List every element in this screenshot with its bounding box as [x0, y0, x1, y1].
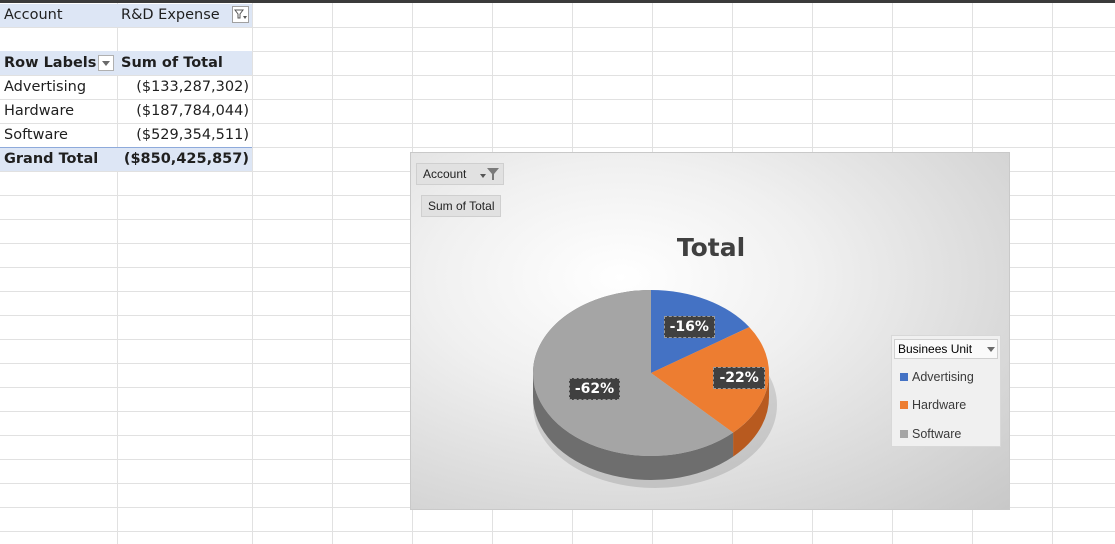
top-border	[0, 0, 1115, 3]
legend-label: Software	[912, 427, 962, 441]
filter-field-label: Account	[4, 7, 63, 23]
row-label-advertising[interactable]: Advertising	[4, 79, 87, 95]
sum-of-total-header: Sum of Total	[121, 55, 223, 71]
data-label-advertising[interactable]: -16%	[663, 315, 715, 338]
row-label-hardware[interactable]: Hardware	[4, 103, 75, 119]
pie-slice-hardware[interactable]	[651, 327, 769, 433]
data-label-hardware[interactable]: -22%	[713, 367, 765, 390]
grand-total-divider	[0, 147, 252, 148]
grand-total-band	[0, 147, 252, 171]
row-value-hardware[interactable]: ($187,784,044)	[136, 103, 249, 119]
chevron-down-icon	[102, 61, 110, 66]
legend-label: Hardware	[912, 398, 967, 412]
pie-plot	[533, 290, 777, 488]
pie-slice-software[interactable]	[533, 290, 734, 456]
legend-title-text: Businees Unit	[898, 342, 973, 356]
filter-icon	[234, 9, 247, 19]
data-label-software[interactable]: -62%	[568, 378, 621, 401]
legend-swatch	[900, 430, 908, 438]
legend-swatch	[900, 373, 908, 381]
chevron-down-icon	[987, 347, 995, 352]
row-value-software[interactable]: ($529,354,511)	[136, 127, 249, 143]
row-value-advertising[interactable]: ($133,287,302)	[136, 79, 249, 95]
filter-icon	[480, 168, 499, 180]
pie-side-hardware	[733, 373, 769, 457]
chart-filter-label: Account	[423, 167, 467, 181]
report-filter-button[interactable]	[232, 6, 249, 23]
pie-side-software	[533, 373, 734, 480]
pivot-header-band	[0, 51, 252, 75]
chart-legend[interactable]: Businees Unit Advertising Hardware Softw…	[891, 335, 1001, 447]
filter-field-value[interactable]: R&D Expense	[121, 7, 220, 23]
legend-item-software[interactable]: Software	[900, 426, 961, 442]
legend-label: Advertising	[912, 370, 974, 384]
legend-item-advertising[interactable]: Advertising	[900, 369, 974, 385]
row-label-software[interactable]: Software	[4, 127, 68, 143]
legend-item-hardware[interactable]: Hardware	[900, 397, 966, 413]
legend-swatch	[900, 401, 908, 409]
row-labels-dropdown[interactable]	[98, 55, 114, 71]
grand-total-value[interactable]: ($850,425,857)	[123, 151, 249, 167]
grand-total-label[interactable]: Grand Total	[4, 151, 99, 167]
chart-filter-button[interactable]: Account	[416, 163, 504, 185]
filter-row-band	[0, 4, 252, 27]
legend-field-button[interactable]: Businees Unit	[894, 339, 998, 359]
pivot-chart[interactable]: Account Sum of Total Total -16% -22% -62…	[410, 152, 1010, 510]
row-labels-header: Row Labels	[4, 55, 97, 71]
chart-title: Total	[676, 233, 746, 262]
chart-value-field-button[interactable]: Sum of Total	[421, 195, 502, 217]
